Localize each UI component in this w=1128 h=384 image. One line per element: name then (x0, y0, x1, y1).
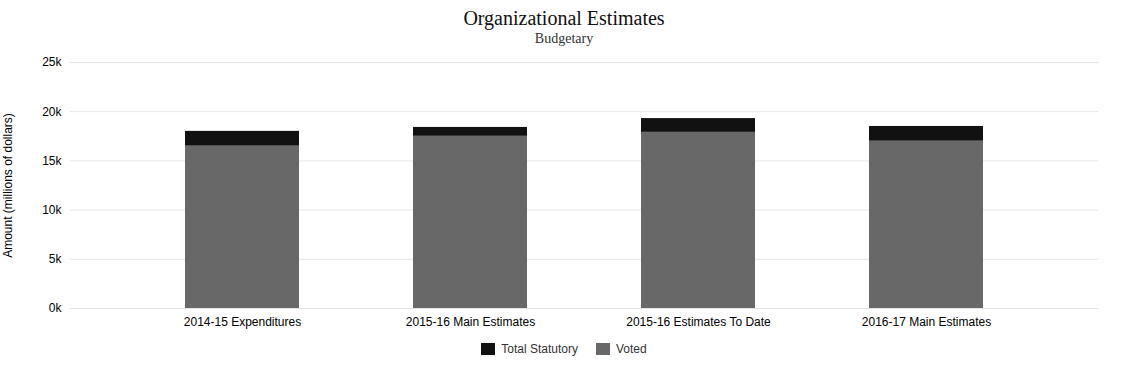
html-text:Voted: Voted (616, 342, 647, 356)
svg-text:25k: 25k (42, 55, 62, 69)
svg-text:2015-16 Estimates To Date: 2015-16 Estimates To Date (626, 315, 771, 329)
svg-text:Amount (millions of dollars): Amount (millions of dollars) (1, 113, 15, 258)
html-text:Budgetary: Budgetary (534, 31, 594, 46)
svg-text:2015-16 Main Estimates: 2015-16 Main Estimates (406, 315, 535, 329)
html-text:Organizational Estimates: Organizational Estimates (463, 7, 665, 29)
svg-text:0k: 0k (49, 301, 63, 315)
svg-text:2016-17 Main Estimates: 2016-17 Main Estimates (862, 315, 991, 329)
html-text:Total Statutory: Total Statutory (501, 342, 578, 356)
svg-text:15k: 15k (42, 154, 62, 168)
svg-text:2014-15 Expenditures: 2014-15 Expenditures (184, 315, 301, 329)
svg-text:20k: 20k (42, 105, 62, 119)
svg-text:10k: 10k (42, 203, 62, 217)
svg-text:5k: 5k (49, 252, 63, 266)
